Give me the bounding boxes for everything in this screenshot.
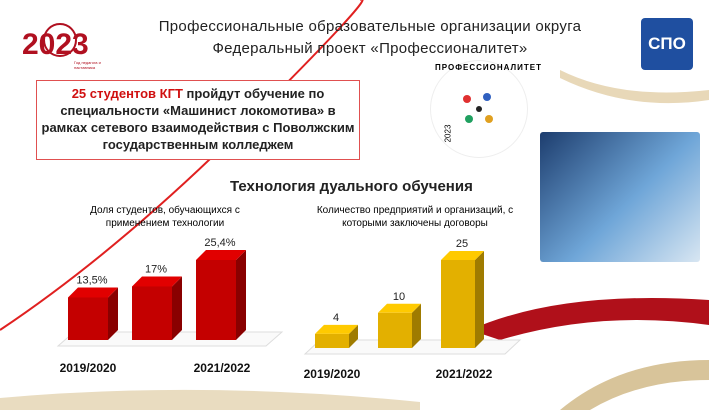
- badge: СПО: [641, 18, 693, 70]
- photo: [540, 132, 700, 262]
- emblem: ПРОФЕССИОНАЛИТЕТ 2023: [430, 60, 543, 158]
- bar: [68, 297, 108, 340]
- emblem-name: ПРОФЕССИОНАЛИТЕТ: [435, 63, 543, 72]
- bar-top: [315, 324, 358, 334]
- chart-title: Количество предприятий и организаций, с …: [316, 205, 514, 229]
- logo-year: 2023: [22, 28, 89, 61]
- emblem-art: [463, 93, 493, 123]
- category-label: 2021/2022: [194, 361, 251, 375]
- bar: [196, 260, 236, 340]
- notice-box: 25 студентов КГТ пройдут обучение по спе…: [36, 80, 360, 160]
- year-logo: 2023 Год педагога и наставника: [22, 18, 112, 70]
- bar-top: [132, 276, 182, 287]
- bar: [132, 286, 172, 340]
- bar-side: [349, 324, 358, 348]
- section-title: Технология дуального обучения: [230, 178, 473, 195]
- bar: [315, 333, 349, 348]
- category-label: 2019/2020: [60, 361, 117, 375]
- logo-caption: Год педагога и наставника: [74, 60, 101, 70]
- category-label: 2019/2020: [304, 367, 361, 381]
- bar: [378, 312, 412, 348]
- value-label: 4: [333, 312, 339, 324]
- bar: [441, 260, 475, 348]
- bar-top: [196, 250, 246, 260]
- notice-text: пройдут обучение по специальности «Машин…: [41, 86, 355, 152]
- bar-side: [412, 303, 421, 348]
- chart-title: Доля студентов, обучающихся с применение…: [90, 205, 240, 229]
- bar-top: [68, 287, 118, 298]
- value-label: 25,4%: [204, 237, 235, 249]
- notice-highlight: 25 студентов КГТ: [71, 86, 183, 101]
- value-label: 10: [393, 291, 405, 303]
- bar-top: [441, 251, 484, 260]
- value-label: 25: [456, 238, 468, 250]
- bar-side: [236, 250, 246, 340]
- header-line: Профессиональные образовательные организ…: [158, 18, 582, 35]
- logo-art: [43, 23, 77, 57]
- value-label: 17%: [145, 263, 167, 275]
- bar-top: [378, 303, 421, 313]
- value-label: 13,5%: [76, 274, 107, 286]
- category-label: 2021/2022: [436, 367, 493, 381]
- bar-side: [172, 276, 182, 340]
- bar-side: [475, 251, 484, 348]
- header-line: Федеральный проект «Профессионалитет»: [212, 40, 528, 57]
- bar-side: [108, 287, 118, 340]
